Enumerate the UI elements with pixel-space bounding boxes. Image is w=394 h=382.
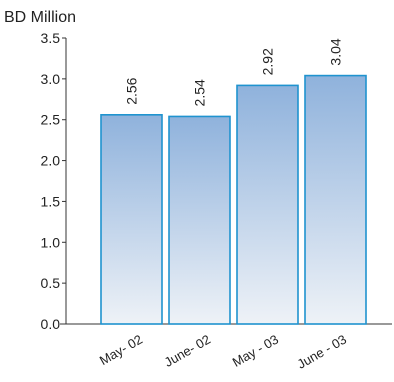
- x-category-label: June - 03: [295, 332, 349, 372]
- y-tick-label: 3.0: [41, 71, 61, 87]
- y-tick-label: 0.5: [41, 275, 61, 291]
- bar-value-label: 2.92: [260, 48, 276, 75]
- bar: [100, 114, 163, 325]
- y-axis-unit-label: BD Million: [4, 9, 77, 26]
- chart-bars: [100, 74, 367, 325]
- y-tick-label: 0.0: [41, 316, 61, 332]
- x-category-label: May- 02: [97, 332, 145, 368]
- y-tick-label: 1.0: [41, 234, 61, 250]
- bar-value-label: 2.54: [192, 79, 208, 106]
- y-tick-label: 3.5: [41, 30, 61, 46]
- y-tick-label: 1.5: [41, 193, 61, 209]
- bar-value-label: 2.56: [124, 77, 140, 104]
- bar: [304, 74, 367, 325]
- y-tick-label: 2.0: [41, 153, 61, 169]
- bar-value-label: 3.04: [328, 38, 344, 65]
- x-category-label: June- 02: [162, 332, 213, 370]
- bar: [168, 115, 231, 325]
- bar: [236, 84, 299, 325]
- x-category-label: May - 03: [230, 332, 281, 370]
- y-tick-label: 2.5: [41, 112, 61, 128]
